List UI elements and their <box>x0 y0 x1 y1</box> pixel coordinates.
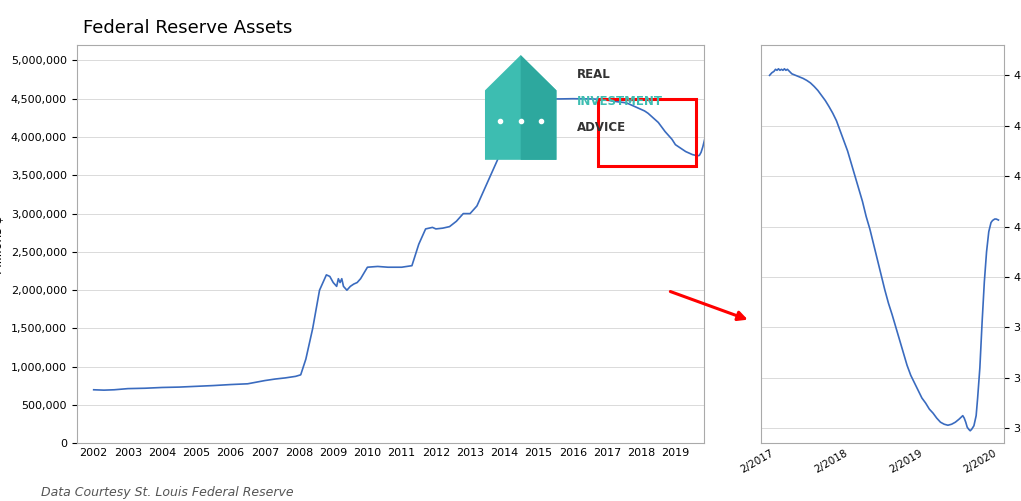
Text: ADVICE: ADVICE <box>577 121 626 134</box>
Polygon shape <box>521 55 556 160</box>
Text: REAL: REAL <box>577 69 611 82</box>
Bar <box>598 100 696 166</box>
Text: Federal Reserve Assets: Federal Reserve Assets <box>83 19 292 37</box>
Text: Data Courtesy St. Louis Federal Reserve: Data Courtesy St. Louis Federal Reserve <box>41 486 293 499</box>
Polygon shape <box>485 55 556 160</box>
Y-axis label: Millions $: Millions $ <box>0 215 5 274</box>
Text: INVESTMENT: INVESTMENT <box>577 95 663 108</box>
